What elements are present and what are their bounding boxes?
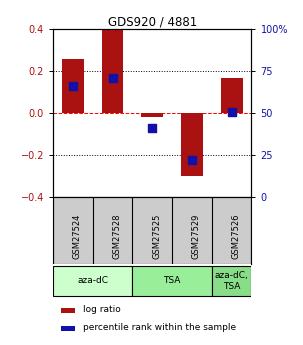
Bar [212,266,251,296]
Text: log ratio: log ratio [83,305,121,314]
Point [150,126,155,131]
Point [70,83,75,89]
Bar [221,78,243,113]
Text: percentile rank within the sample: percentile rank within the sample [83,323,236,332]
Point [190,157,195,163]
Text: TSA: TSA [163,276,181,285]
Bar [181,113,203,176]
Text: GSM27525: GSM27525 [152,214,161,259]
Point [229,109,234,114]
Text: GSM27526: GSM27526 [232,213,241,259]
Bar [141,113,163,117]
Text: GSM27528: GSM27528 [113,213,122,259]
Bar [53,266,132,296]
Text: aza-dC,
TSA: aza-dC, TSA [215,271,248,291]
Bar [102,29,124,113]
Point [110,75,115,81]
Bar [61,326,75,331]
Text: GSM27529: GSM27529 [192,214,201,259]
Bar [132,266,212,296]
Text: aza-dC: aza-dC [77,276,108,285]
Text: GSM27524: GSM27524 [73,214,82,259]
Bar [61,308,75,313]
Title: GDS920 / 4881: GDS920 / 4881 [108,15,197,28]
Bar [62,59,84,113]
